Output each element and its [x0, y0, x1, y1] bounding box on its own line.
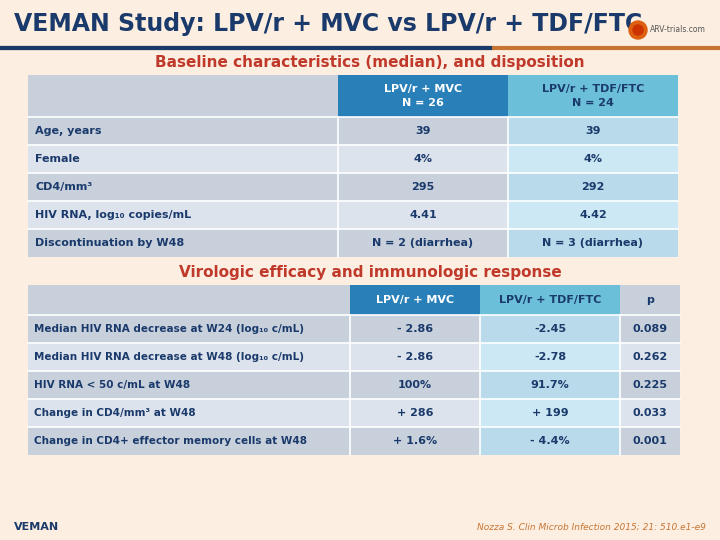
Bar	[620, 371, 680, 399]
Text: 39: 39	[415, 126, 431, 136]
Bar	[28, 315, 350, 343]
Text: LPV/r + MVC
N = 26: LPV/r + MVC N = 26	[384, 84, 462, 108]
Text: VEMAN Study: LPV/r + MVC vs LPV/r + TDF/FTC: VEMAN Study: LPV/r + MVC vs LPV/r + TDF/…	[14, 12, 642, 36]
Text: HIV RNA < 50 c/mL at W48: HIV RNA < 50 c/mL at W48	[34, 380, 190, 390]
Bar	[350, 285, 480, 315]
Circle shape	[629, 21, 647, 39]
Bar	[28, 399, 350, 427]
Bar	[338, 117, 508, 145]
Text: - 2.86: - 2.86	[397, 352, 433, 362]
Bar	[28, 285, 350, 315]
Text: 0.001: 0.001	[633, 436, 667, 446]
Bar	[508, 201, 678, 229]
Bar	[338, 173, 508, 201]
Bar	[480, 315, 620, 343]
Bar	[480, 399, 620, 427]
Bar	[620, 315, 680, 343]
Text: Change in CD4+ effector memory cells at W48: Change in CD4+ effector memory cells at …	[34, 436, 307, 446]
Bar	[28, 75, 338, 117]
Text: ARV-trials.com: ARV-trials.com	[650, 25, 706, 35]
Bar	[508, 173, 678, 201]
Text: 4%: 4%	[413, 154, 433, 164]
Text: Virologic efficacy and immunologic response: Virologic efficacy and immunologic respo…	[179, 266, 562, 280]
Bar	[350, 315, 480, 343]
Text: 0.089: 0.089	[632, 324, 667, 334]
Bar	[620, 427, 680, 455]
Bar	[480, 343, 620, 371]
Text: Discontinuation by W48: Discontinuation by W48	[35, 238, 184, 248]
Bar	[338, 145, 508, 173]
Text: VEMAN: VEMAN	[14, 522, 59, 532]
Bar	[338, 229, 508, 257]
Text: 100%: 100%	[398, 380, 432, 390]
Bar	[28, 117, 338, 145]
Text: Nozza S. Clin Microb Infection 2015; 21: 510.e1-e9: Nozza S. Clin Microb Infection 2015; 21:…	[477, 523, 706, 532]
Text: 4.42: 4.42	[579, 210, 607, 220]
Circle shape	[633, 25, 643, 35]
Text: 4.41: 4.41	[409, 210, 437, 220]
Bar	[28, 371, 350, 399]
Bar	[620, 285, 680, 315]
Bar	[620, 343, 680, 371]
Bar	[480, 285, 620, 315]
Text: Change in CD4/mm³ at W48: Change in CD4/mm³ at W48	[34, 408, 196, 418]
Text: HIV RNA, log₁₀ copies/mL: HIV RNA, log₁₀ copies/mL	[35, 210, 191, 220]
Text: -2.78: -2.78	[534, 352, 566, 362]
Text: LPV/r + TDF/FTC
N = 24: LPV/r + TDF/FTC N = 24	[542, 84, 644, 108]
Text: 0.033: 0.033	[633, 408, 667, 418]
Bar	[480, 427, 620, 455]
Text: + 1.6%: + 1.6%	[393, 436, 437, 446]
Bar	[28, 343, 350, 371]
Bar	[350, 343, 480, 371]
Text: 91.7%: 91.7%	[531, 380, 570, 390]
Bar	[338, 75, 508, 117]
Text: Age, years: Age, years	[35, 126, 102, 136]
Text: Median HIV RNA decrease at W48 (log₁₀ c/mL): Median HIV RNA decrease at W48 (log₁₀ c/…	[34, 352, 304, 362]
Text: 4%: 4%	[583, 154, 603, 164]
Bar	[28, 427, 350, 455]
Bar	[508, 145, 678, 173]
Bar	[508, 75, 678, 117]
Text: 292: 292	[581, 182, 605, 192]
Text: Baseline characteristics (median), and disposition: Baseline characteristics (median), and d…	[156, 56, 585, 71]
Bar	[28, 201, 338, 229]
Bar	[620, 399, 680, 427]
Bar	[0, 0, 720, 50]
Text: + 199: + 199	[531, 408, 568, 418]
Bar	[28, 229, 338, 257]
Text: Female: Female	[35, 154, 80, 164]
Text: 0.225: 0.225	[632, 380, 667, 390]
Text: 0.262: 0.262	[632, 352, 667, 362]
Text: 295: 295	[411, 182, 435, 192]
Text: - 4.4%: - 4.4%	[530, 436, 570, 446]
Text: CD4/mm³: CD4/mm³	[35, 182, 92, 192]
Text: Median HIV RNA decrease at W24 (log₁₀ c/mL): Median HIV RNA decrease at W24 (log₁₀ c/…	[34, 324, 304, 334]
Text: LPV/r + MVC: LPV/r + MVC	[376, 295, 454, 305]
Bar	[508, 229, 678, 257]
Bar	[480, 371, 620, 399]
Bar	[350, 427, 480, 455]
Text: -2.45: -2.45	[534, 324, 566, 334]
Text: N = 2 (diarrhea): N = 2 (diarrhea)	[372, 238, 474, 248]
Bar	[338, 201, 508, 229]
Bar	[28, 145, 338, 173]
Bar	[350, 399, 480, 427]
Text: p: p	[646, 295, 654, 305]
Text: - 2.86: - 2.86	[397, 324, 433, 334]
Text: + 286: + 286	[397, 408, 433, 418]
Bar	[508, 117, 678, 145]
Text: LPV/r + TDF/FTC: LPV/r + TDF/FTC	[499, 295, 601, 305]
Text: N = 3 (diarrhea): N = 3 (diarrhea)	[542, 238, 644, 248]
Text: 39: 39	[585, 126, 600, 136]
Bar	[350, 371, 480, 399]
Bar	[28, 173, 338, 201]
